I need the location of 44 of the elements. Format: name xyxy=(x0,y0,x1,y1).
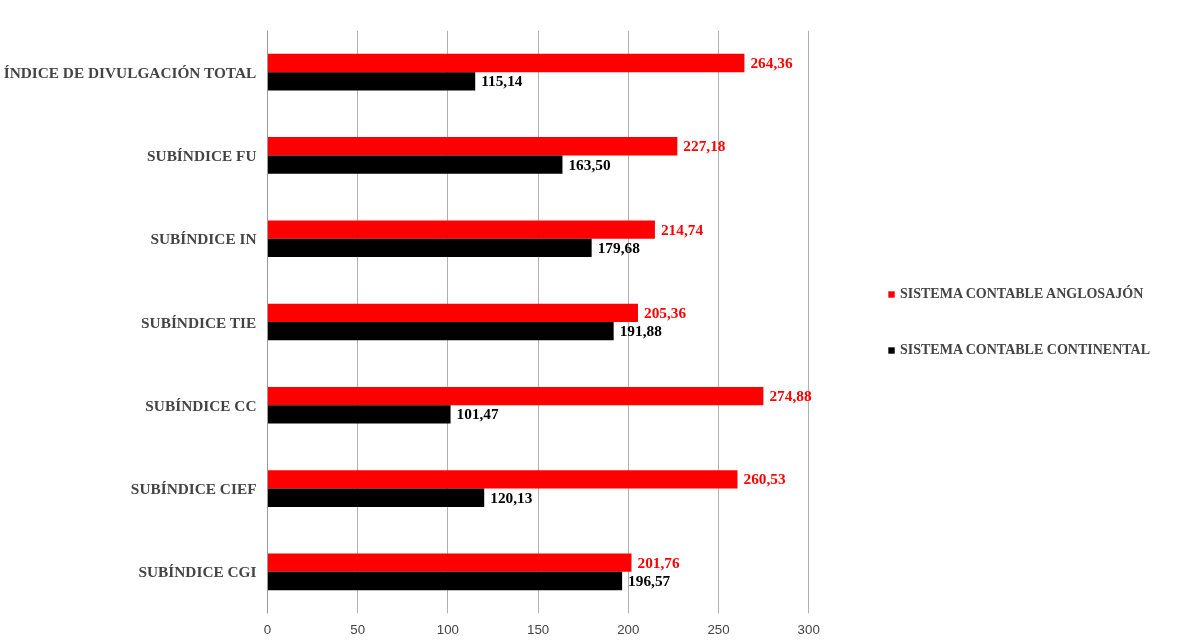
data-label: 115,14 xyxy=(481,72,523,90)
bar xyxy=(267,137,678,156)
data-label: 101,47 xyxy=(456,405,500,423)
data-label: 264,36 xyxy=(750,53,793,71)
bar xyxy=(267,553,632,572)
y-tick-label: ÍNDICE DE DIVULGACIÓN TOTAL xyxy=(3,63,257,81)
bar xyxy=(267,571,623,591)
x-tick-label: 0 xyxy=(263,621,272,637)
data-label: 201,76 xyxy=(637,553,680,571)
legend-label: SISTEMA CONTABLE ANGLOSAJÓN xyxy=(900,285,1144,302)
bar xyxy=(267,53,745,73)
x-tick-label: 300 xyxy=(797,621,820,637)
data-label: 260,53 xyxy=(743,470,786,488)
y-tick-label: SUBÍNDICE IN xyxy=(150,230,257,248)
bar xyxy=(267,322,614,341)
y-tick-label: SUBÍNDICE CC xyxy=(145,396,257,414)
bar xyxy=(267,303,638,322)
bar xyxy=(267,220,655,239)
y-tick-label: SUBÍNDICE CIEF xyxy=(130,480,257,498)
x-tick-label: 200 xyxy=(617,621,640,637)
x-tick-label: 100 xyxy=(436,621,460,637)
bar xyxy=(267,386,764,406)
data-label: 191,88 xyxy=(619,322,663,340)
y-tick-label: SUBÍNDICE CGI xyxy=(138,563,257,581)
bar xyxy=(267,470,738,489)
bar xyxy=(267,488,485,507)
data-label: 120,13 xyxy=(490,488,533,506)
data-label: 227,18 xyxy=(683,137,726,155)
data-label: 274,88 xyxy=(769,387,812,405)
x-tick-label: 150 xyxy=(526,621,550,637)
data-label: 205,36 xyxy=(643,303,687,321)
x-tick-label: 250 xyxy=(707,621,730,637)
legend-label: SISTEMA CONTABLE CONTINENTAL xyxy=(900,341,1150,358)
data-label: 214,74 xyxy=(660,220,704,238)
bar xyxy=(267,155,563,174)
data-label: 163,50 xyxy=(568,155,611,173)
data-label: 179,68 xyxy=(597,238,641,256)
bar xyxy=(267,405,451,424)
data-label: 196,57 xyxy=(628,572,671,590)
bar xyxy=(267,72,476,91)
x-tick-label: 50 xyxy=(350,621,366,637)
y-tick-label: SUBÍNDICE TIE xyxy=(141,313,257,331)
y-tick-label: SUBÍNDICE FU xyxy=(147,146,257,164)
bar xyxy=(267,238,592,258)
